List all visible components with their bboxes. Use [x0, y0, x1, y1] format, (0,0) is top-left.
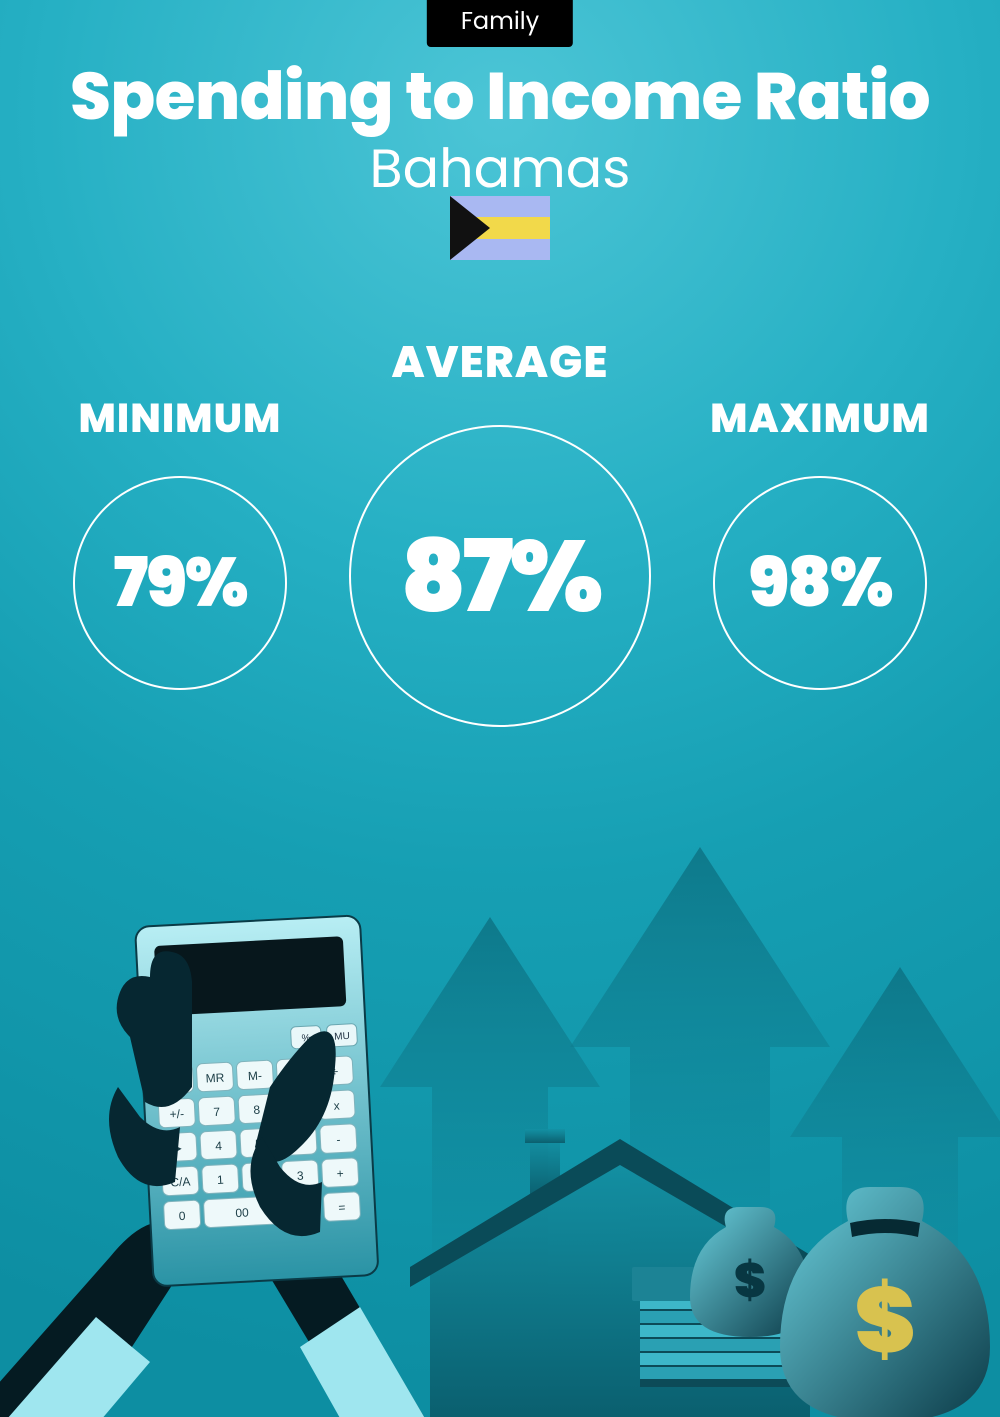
hands-calculator-icon: % MU: [0, 915, 430, 1417]
svg-text:+/-: +/-: [169, 1107, 184, 1122]
svg-text:4: 4: [215, 1139, 223, 1153]
svg-text:-: -: [336, 1133, 341, 1147]
svg-text:x: x: [333, 1099, 340, 1113]
stat-circle: 98%: [713, 476, 927, 690]
svg-text:M-: M-: [248, 1069, 263, 1084]
stat-minimum: MINIMUM 79%: [60, 330, 300, 690]
svg-text:$: $: [734, 1247, 766, 1314]
svg-text:+: +: [336, 1166, 344, 1180]
stat-value: 98%: [748, 532, 891, 634]
stat-maximum: MAXIMUM 98%: [700, 330, 940, 690]
bahamas-flag-icon: [450, 196, 550, 260]
illustration-svg: $ $: [0, 787, 1000, 1417]
svg-text:MR: MR: [205, 1071, 225, 1086]
stat-label: MAXIMUM: [700, 388, 940, 448]
stat-circle: 79%: [73, 476, 287, 690]
svg-text:00: 00: [235, 1205, 249, 1220]
stat-circle: 87%: [349, 425, 651, 727]
svg-text:=: =: [338, 1200, 346, 1214]
money-bag-large-icon: $: [780, 1187, 990, 1417]
svg-text:8: 8: [253, 1103, 261, 1117]
infographic-canvas: Family Spending to Income Ratio Bahamas …: [0, 0, 1000, 1417]
category-tab-label: Family: [461, 5, 539, 38]
svg-text:1: 1: [217, 1173, 225, 1187]
svg-text:MU: MU: [334, 1031, 350, 1043]
svg-text:3: 3: [297, 1169, 305, 1183]
stat-label: AVERAGE: [340, 330, 660, 395]
stat-value: 79%: [113, 532, 246, 634]
svg-text:7: 7: [213, 1105, 221, 1119]
stat-average: AVERAGE 87%: [340, 330, 660, 727]
svg-text:0: 0: [178, 1209, 186, 1223]
bottom-illustration: $ $: [0, 787, 1000, 1417]
stat-label: MINIMUM: [60, 388, 300, 448]
flag-triangle: [450, 196, 490, 260]
svg-text:$: $: [854, 1256, 915, 1385]
category-tab: Family: [427, 0, 573, 47]
stat-value: 87%: [401, 501, 600, 651]
